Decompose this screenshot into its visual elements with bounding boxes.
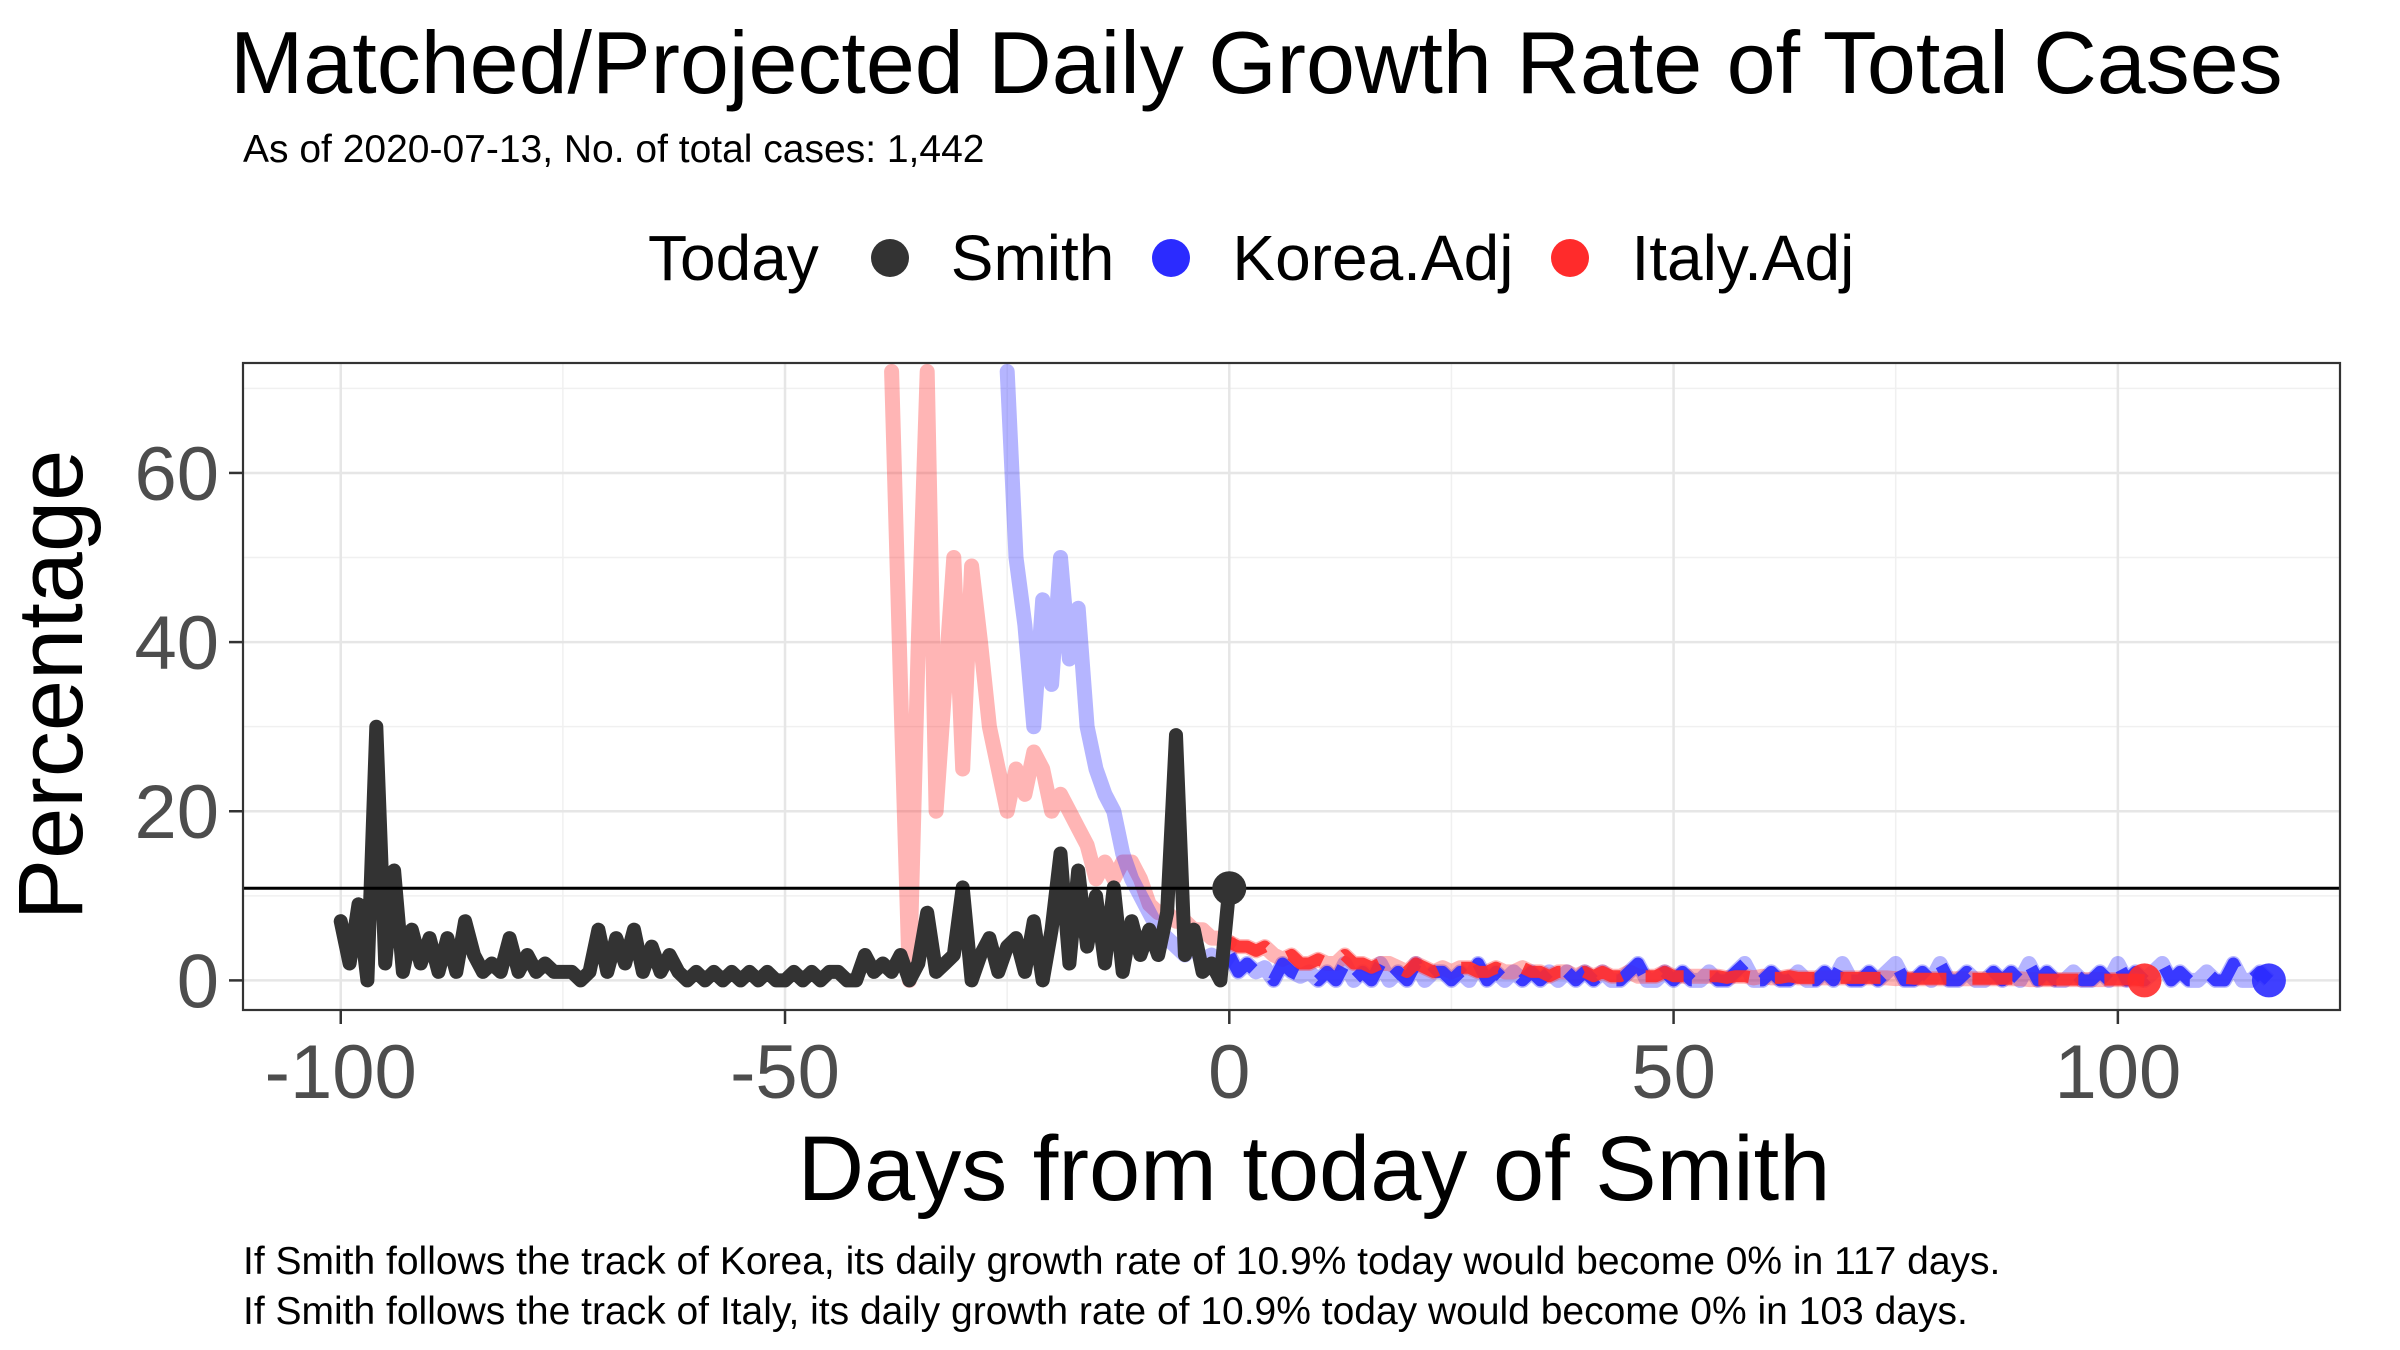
caption-korea: If Smith follows the track of Korea, its…	[243, 1240, 2001, 1283]
x-tick-label: 100	[2054, 1030, 2181, 1115]
x-tick-label: -50	[730, 1030, 840, 1115]
legend-label-smith: Smith	[950, 222, 1115, 294]
x-tick-label: 0	[1208, 1030, 1250, 1115]
legend-label-italy: Italy.Adj	[1631, 222, 1855, 294]
series-layer	[333, 364, 2275, 988]
legend-swatch-smith	[870, 239, 909, 277]
legend-label-korea: Korea.Adj	[1232, 222, 1514, 294]
legend-item-korea: Korea.Adj	[1152, 221, 1513, 295]
series-line-smith	[333, 719, 1237, 988]
grid	[243, 363, 2340, 1010]
marker-today-korea	[2251, 963, 2286, 998]
chart-subtitle: As of 2020-07-13, No. of total cases: 1,…	[243, 128, 985, 171]
panel-border	[241, 361, 2342, 1012]
legend-swatch-italy	[1551, 239, 1590, 277]
y-tick-label: 20	[134, 770, 219, 855]
y-tick-label: 0	[177, 939, 219, 1024]
y-tick-label: 40	[134, 601, 219, 686]
marker-today-smith	[1212, 871, 1247, 906]
y-tick-label: 60	[134, 432, 219, 517]
legend-item-italy: Italy.Adj	[1551, 221, 1854, 295]
marker-layer	[243, 871, 2340, 998]
legend-title: Today	[648, 222, 819, 294]
legend-item-smith: Smith	[870, 221, 1115, 295]
marker-today-italy	[2127, 963, 2162, 998]
legend: Today Smith Korea.Adj Italy.Adj	[648, 218, 1892, 298]
series-line-italy-projected	[1226, 936, 2146, 987]
caption-italy: If Smith follows the track of Italy, its…	[243, 1290, 1968, 1333]
x-tick-label: -100	[265, 1030, 417, 1115]
chart-title: Matched/Projected Daily Growth Rate of T…	[230, 13, 2283, 112]
y-axis-title: Percentage	[0, 450, 102, 921]
axis-ticks: -100 -50 0 50 100 0 20 40 60	[134, 432, 2181, 1115]
x-axis-title: Days from today of Smith	[798, 1118, 1831, 1220]
x-tick-label: 50	[1631, 1030, 1716, 1115]
legend-swatch-korea	[1152, 239, 1191, 277]
